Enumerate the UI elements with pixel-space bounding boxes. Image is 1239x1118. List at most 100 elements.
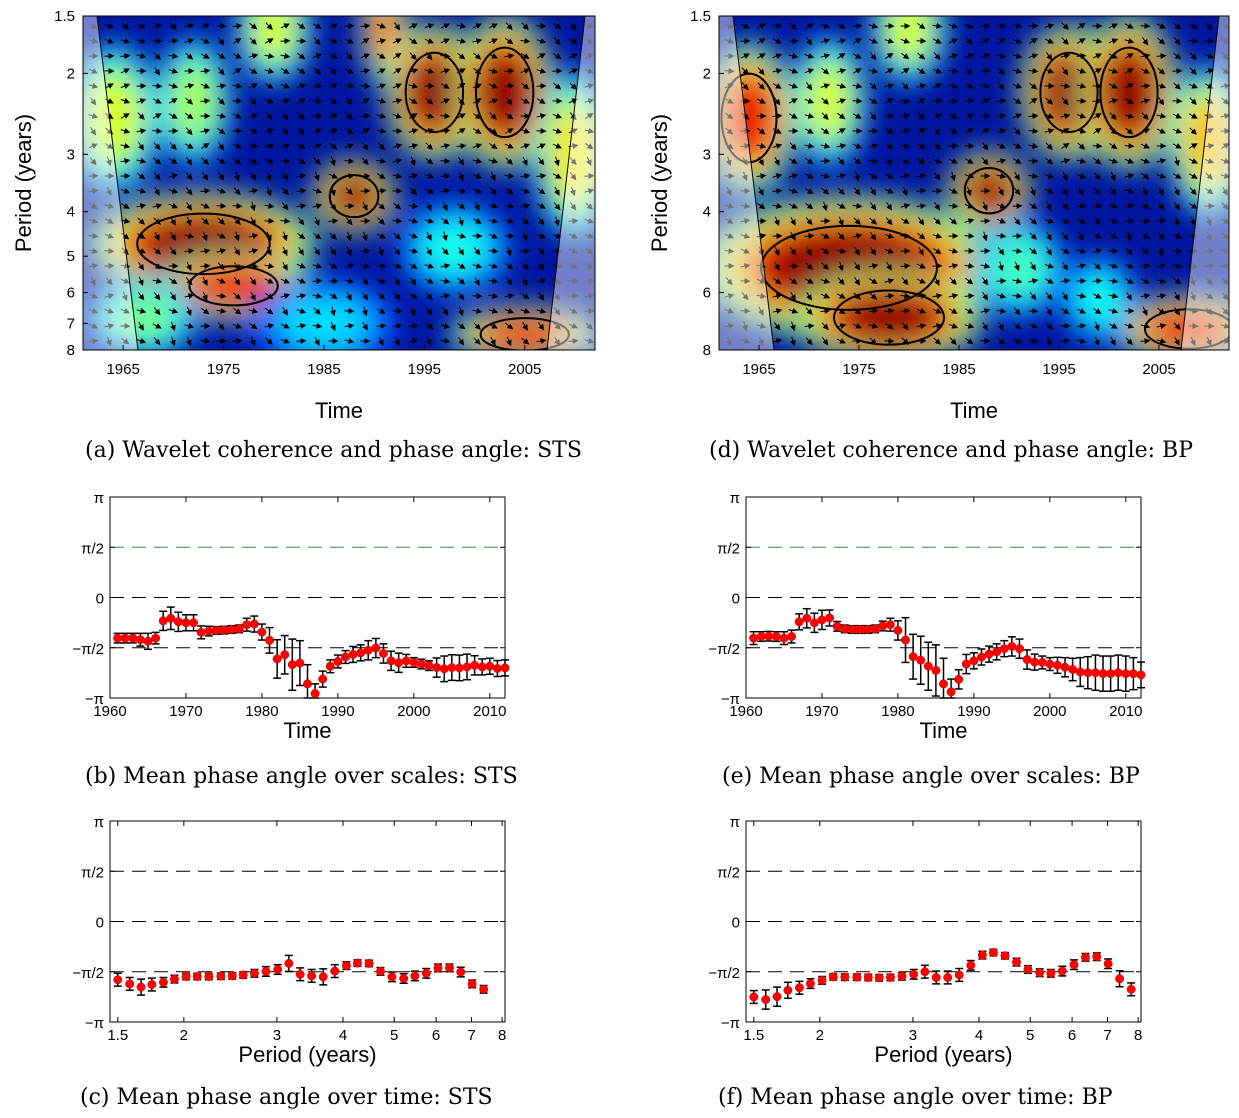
phase-arrow xyxy=(521,82,530,90)
x-tick-label: 2 xyxy=(816,1027,824,1044)
data-point xyxy=(341,652,350,662)
phase-arrow xyxy=(408,38,418,45)
phase-arrow xyxy=(788,113,798,119)
phase-arrow xyxy=(964,232,975,239)
phase-arrow xyxy=(772,53,783,59)
phase-arrow xyxy=(1124,68,1134,74)
phase-arrow xyxy=(392,158,403,165)
x-tick-label: 5 xyxy=(1026,1027,1034,1044)
phase-arrow xyxy=(1220,38,1229,44)
phase-arrow xyxy=(249,97,257,106)
phase-arrow xyxy=(996,37,1006,44)
data-point xyxy=(181,972,191,981)
phase-arrow xyxy=(1204,53,1215,59)
phase-arrow xyxy=(520,203,531,210)
phase-arrow xyxy=(520,98,530,104)
phase-arrow xyxy=(153,52,161,60)
y-tick-label: −π/2 xyxy=(708,965,740,982)
phase-arrow xyxy=(266,186,272,197)
phase-arrow xyxy=(584,293,595,300)
coherence-region xyxy=(371,16,397,59)
y-tick-label: 6 xyxy=(703,285,711,302)
phase-arrow xyxy=(884,37,895,44)
phase-arrow xyxy=(153,337,161,346)
phase-arrow xyxy=(377,292,386,300)
phase-arrow xyxy=(458,337,465,346)
phase-arrow xyxy=(536,98,546,104)
phase-arrow xyxy=(757,67,765,76)
phase-arrow xyxy=(1045,52,1053,61)
phase-arrow xyxy=(472,188,483,194)
phase-arrow xyxy=(568,53,579,59)
data-point xyxy=(325,661,335,671)
phase-arrow xyxy=(280,323,290,329)
y-tick-label: 1.5 xyxy=(54,8,75,25)
x-axis-label: Period (years) xyxy=(874,1042,1012,1067)
phase-arrow xyxy=(836,98,847,104)
phase-arrow xyxy=(88,263,99,270)
phase-arrow xyxy=(725,112,734,120)
phase-arrow xyxy=(788,52,799,59)
phase-arrow xyxy=(821,112,829,121)
phase-arrow xyxy=(330,321,336,332)
phase-arrow xyxy=(121,337,130,345)
x-axis-label: Time xyxy=(950,398,998,423)
phase-arrow xyxy=(408,323,419,330)
phase-arrow xyxy=(1108,38,1119,44)
phase-arrow xyxy=(280,52,291,59)
data-point xyxy=(284,958,294,968)
data-point xyxy=(364,958,374,968)
phase-arrow xyxy=(1044,38,1054,44)
phase-arrow xyxy=(362,291,369,301)
phase-arrow xyxy=(504,143,514,149)
phase-arrow xyxy=(120,53,131,60)
phase-arrow xyxy=(458,306,464,317)
data-point xyxy=(166,613,176,623)
data-point xyxy=(467,979,477,989)
phase-arrow xyxy=(932,22,943,29)
phase-arrow xyxy=(248,188,259,195)
phase-arrow xyxy=(426,231,432,241)
phase-arrow xyxy=(136,52,147,59)
phase-arrow xyxy=(568,68,579,74)
phase-arrow xyxy=(724,98,734,104)
data-point xyxy=(1136,670,1146,680)
phase-arrow xyxy=(569,82,577,90)
phase-arrow xyxy=(425,292,433,301)
phase-arrow xyxy=(329,142,338,150)
phase-arrow xyxy=(424,128,435,135)
phase-arrow xyxy=(569,22,577,31)
x-tick-label: 1965 xyxy=(742,361,775,378)
phase-arrow xyxy=(424,172,435,179)
phase-arrow xyxy=(89,157,97,166)
phase-arrow xyxy=(506,97,513,106)
phase-arrow xyxy=(536,307,547,314)
cone-of-influence xyxy=(546,16,595,350)
phase-arrow xyxy=(820,22,831,29)
data-point xyxy=(1057,966,1067,976)
phase-arrow xyxy=(852,97,863,104)
phase-arrow xyxy=(233,292,242,300)
phase-arrow xyxy=(393,232,402,240)
data-point xyxy=(878,621,888,631)
data-point xyxy=(295,969,305,979)
phase-arrow xyxy=(1172,97,1183,104)
phase-arrow xyxy=(296,293,307,300)
phase-arrow xyxy=(472,113,482,120)
phase-arrow xyxy=(88,68,98,74)
phase-arrow xyxy=(296,173,307,180)
data-point xyxy=(1012,957,1021,967)
phase-arrow xyxy=(264,262,275,269)
x-tick-label: 1.5 xyxy=(743,1027,764,1044)
data-point xyxy=(923,661,933,671)
phase-arrow xyxy=(88,173,99,180)
phase-arrow xyxy=(552,173,562,179)
data-point xyxy=(749,633,759,643)
phase-arrow xyxy=(980,68,991,75)
data-point xyxy=(135,635,145,645)
phase-arrow xyxy=(553,37,561,46)
y-tick-label: 5 xyxy=(67,248,75,265)
data-point xyxy=(238,970,248,980)
phase-arrow xyxy=(521,293,530,300)
phase-arrow xyxy=(488,23,498,29)
